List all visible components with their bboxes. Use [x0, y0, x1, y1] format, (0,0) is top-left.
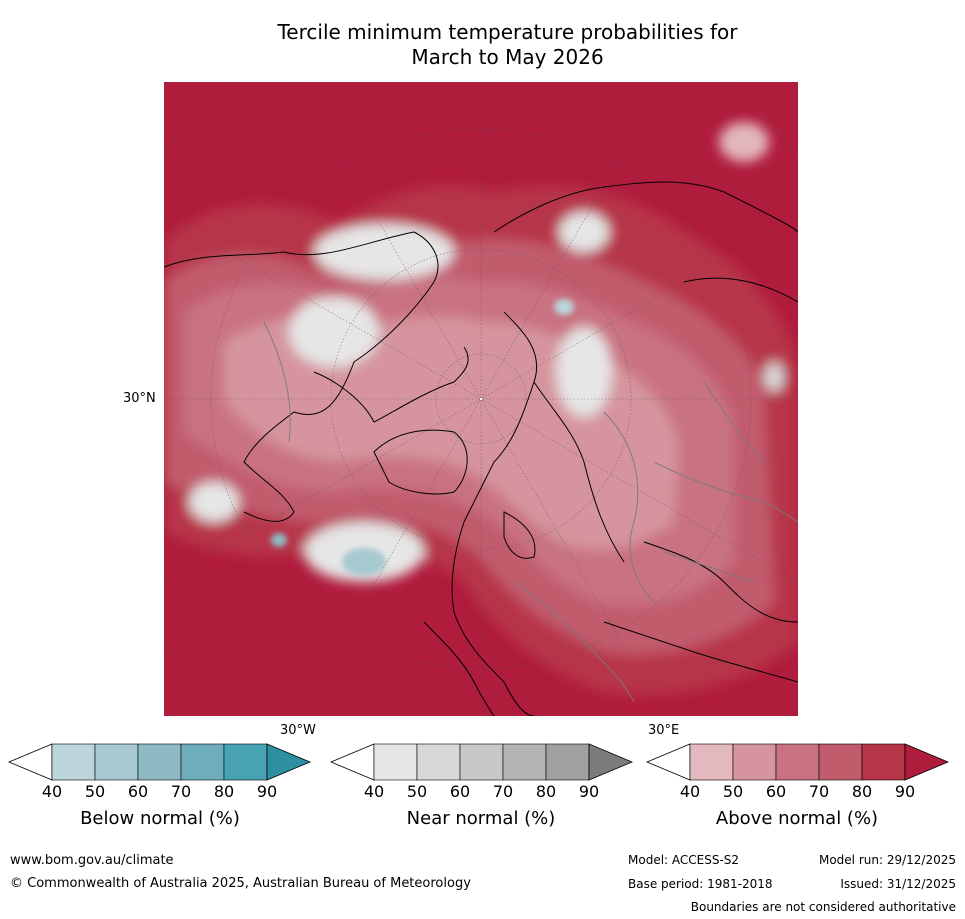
- country-borders: [263, 321, 798, 703]
- colorbar-above-normal: [645, 743, 950, 781]
- lon-label-30w: 30°W: [280, 723, 316, 738]
- cbar1-tick: 50: [406, 782, 428, 801]
- cbar1-tick: 40: [363, 782, 385, 801]
- cbar2-tick: 80: [851, 782, 873, 801]
- map-canvas: [164, 82, 798, 716]
- cbar0-tick: 80: [213, 782, 235, 801]
- colorbar-extend-high: [904, 743, 950, 781]
- footer-model-run: Model run: 29/12/2025: [818, 853, 956, 867]
- cbar0-tick: 50: [84, 782, 106, 801]
- colorbar-swatch: [502, 743, 547, 781]
- colorbar-swatch: [545, 743, 590, 781]
- colorbar-extend-high: [266, 743, 312, 781]
- colorbar-extend-low: [645, 743, 691, 781]
- cbar1-tick: 70: [492, 782, 514, 801]
- probability-map: [164, 82, 798, 716]
- colorbar-below-normal: [7, 743, 312, 781]
- colorbar-extend-low: [329, 743, 375, 781]
- footer-copyright: © Commonwealth of Australia 2025, Austra…: [10, 876, 471, 891]
- footer-base-period: Base period: 1981-2018: [628, 877, 773, 891]
- colorbar-below-normal-label: Below normal (%): [80, 808, 240, 829]
- cbar0-tick: 70: [170, 782, 192, 801]
- colorbar-swatch: [689, 743, 734, 781]
- colorbar-below-normal-swatches: [7, 743, 312, 781]
- cbar0-tick: 90: [256, 782, 278, 801]
- colorbar-above-normal-swatches: [645, 743, 950, 781]
- colorbar-swatch: [180, 743, 225, 781]
- graticule: [164, 82, 798, 716]
- colorbar-near-normal: [329, 743, 634, 781]
- colorbar-swatch: [861, 743, 906, 781]
- cbar2-tick: 50: [722, 782, 744, 801]
- colorbar-swatch: [51, 743, 96, 781]
- cbar2-tick: 90: [894, 782, 916, 801]
- cbar1-tick: 90: [578, 782, 600, 801]
- title-line-2: March to May 2026: [411, 45, 604, 69]
- cbar2-tick: 60: [765, 782, 787, 801]
- colorbar-swatch: [459, 743, 504, 781]
- north-pole-marker: [480, 398, 482, 400]
- cbar1-tick: 80: [535, 782, 557, 801]
- colorbar-extend-high: [588, 743, 634, 781]
- cbar0-tick: 60: [127, 782, 149, 801]
- cbar2-tick: 40: [679, 782, 701, 801]
- colorbar-extend-low: [7, 743, 53, 781]
- colorbar-swatch: [373, 743, 418, 781]
- cbar2-tick: 70: [808, 782, 830, 801]
- colorbar-swatch: [416, 743, 461, 781]
- lat-label-30n: 30°N: [123, 391, 156, 406]
- map-title: Tercile minimum temperature probabilitie…: [0, 20, 965, 70]
- lon-label-30e: 30°E: [648, 723, 680, 738]
- colorbar-near-normal-label: Near normal (%): [406, 808, 556, 829]
- cbar0-tick: 40: [41, 782, 63, 801]
- colorbar-near-normal-swatches: [329, 743, 634, 781]
- colorbar-swatch: [94, 743, 139, 781]
- footer-boundaries-note: Boundaries are not considered authoritat…: [690, 900, 956, 914]
- below-normal-patches: [271, 299, 574, 576]
- coastlines: [164, 181, 798, 716]
- footer-issued: Issued: 31/12/2025: [840, 877, 956, 891]
- title-line-1: Tercile minimum temperature probabilitie…: [277, 20, 738, 44]
- cbar1-tick: 60: [449, 782, 471, 801]
- colorbar-swatch: [775, 743, 820, 781]
- colorbar-swatch: [223, 743, 268, 781]
- footer-url[interactable]: www.bom.gov.au/climate: [10, 853, 174, 868]
- colorbar-swatch: [818, 743, 863, 781]
- colorbar-swatch: [732, 743, 777, 781]
- colorbar-above-normal-label: Above normal (%): [715, 808, 879, 829]
- footer-model: Model: ACCESS-S2: [628, 853, 740, 867]
- colorbar-swatch: [137, 743, 182, 781]
